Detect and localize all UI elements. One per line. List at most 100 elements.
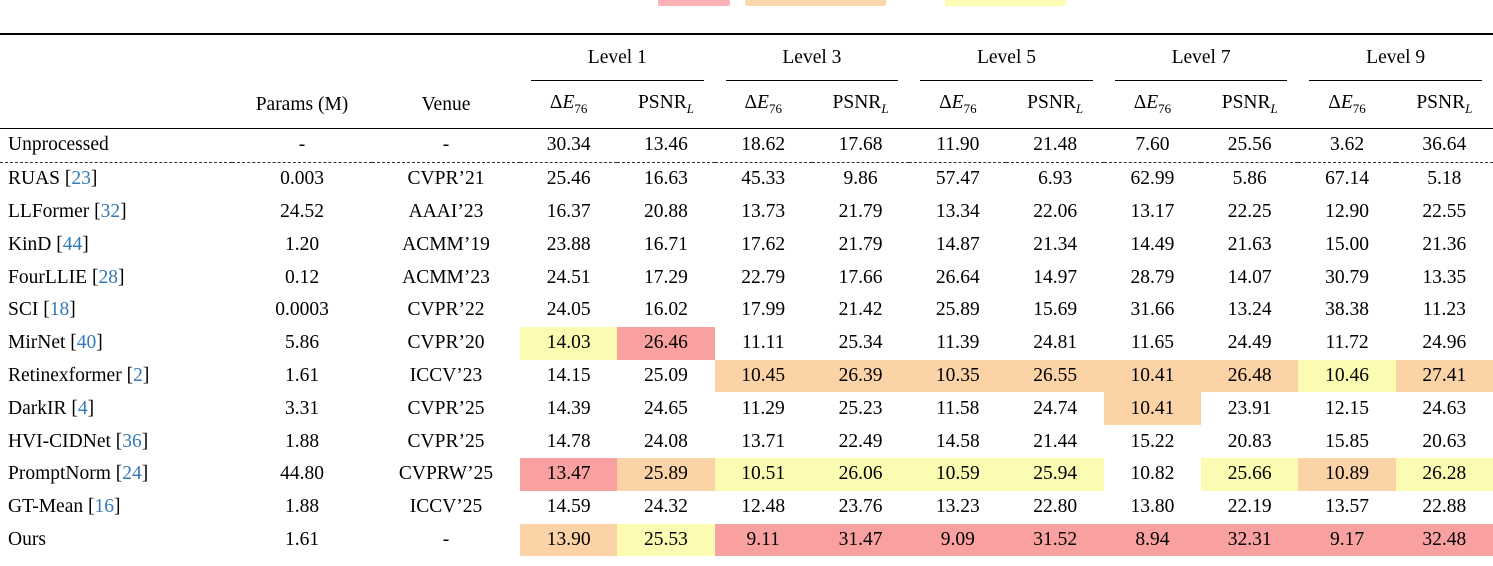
metric-base-label: E [562,92,575,114]
value-cell: 32.31 [1201,523,1299,557]
citation-link[interactable]: 40 [76,332,97,354]
value-cell: 32.48 [1395,523,1493,557]
table-row: HVI-CIDNet [36] 1.88 CVPR’25 14.78 24.08 13.7… [0,425,1493,458]
venue-column-header: Venue [372,81,520,129]
value-cell: 13.24 [1227,299,1272,321]
value-cell: 21.63 [1227,233,1272,255]
citation-link[interactable]: 2 [133,364,143,386]
citation-link[interactable]: 36 [122,430,142,452]
metric-subscript: L [1270,100,1278,116]
value-cell: 17.68 [811,128,910,163]
value-cell: 24.96 [1422,332,1467,354]
value-cell: 24.49 [1227,332,1272,354]
value-cell: 26.48 [1201,359,1299,393]
params-cell: 5.86 [284,332,320,354]
metric-base-label: E [757,92,769,114]
value-cell: 22.25 [1227,200,1272,222]
params-cell: 24.52 [280,200,324,222]
value-cell: 13.17 [1130,200,1175,222]
psnr-l-column-header: PSNRL [811,81,910,129]
venue-blank [372,34,520,81]
method-cell: GT-Mean [16] [8,496,121,518]
metric-base-label: E [1340,92,1353,114]
value-cell: 22.19 [1227,496,1272,518]
metric-base-label: E [1146,92,1159,114]
venue-cell: CVPRW’25 [398,463,494,485]
value-cell: 17.66 [838,266,883,288]
delta-e76-column-header: ΔE76 [520,81,618,129]
value-cell: 6.93 [1038,168,1073,190]
value-cell: 16.71 [644,233,688,255]
corner-blank [0,34,232,81]
citation-link[interactable]: 28 [98,266,118,288]
value-cell: 11.65 [1130,332,1174,354]
value-cell: 25.66 [1201,457,1299,491]
value-cell: 23.88 [546,233,591,255]
value-cell: 9.11 [714,523,812,557]
params-cell: 1.88 [284,430,320,452]
value-cell: 27.41 [1395,359,1493,393]
value-cell: 7.60 [1103,128,1202,163]
metric-subscript: L [1075,100,1084,116]
value-cell: 21.79 [838,233,883,255]
metric-subscript: L [1465,100,1473,116]
table-row: Ours 1.61 - 13.90 25.53 9.11 31.47 9.09 31.52 8.9… [0,523,1493,557]
value-cell: 30.34 [520,128,618,163]
level-header-5: Level 5 [909,34,1104,81]
value-cell: 15.69 [1033,299,1078,321]
metric-base-label: PSNR [1221,92,1271,114]
venue-cell: CVPR’20 [407,332,485,354]
citation-link[interactable]: 32 [100,200,121,222]
value-cell: 26.55 [1006,359,1104,393]
value-cell: 22.79 [741,266,786,288]
value-cell: 21.44 [1033,430,1078,452]
table-row: GT-Mean [16] 1.88 ICCV’25 14.59 24.32 12.48 23… [0,491,1493,524]
level-header-label: Level 7 [1171,47,1231,68]
value-cell: 20.88 [644,200,688,222]
value-cell: 24.08 [644,430,688,452]
value-cell: 22.06 [1033,200,1078,222]
method-cell: PromptNorm [24] [8,463,149,485]
value-cell: 24.81 [1033,332,1078,354]
venue-cell: - [442,528,450,550]
legend-swatch-yellow [945,0,1066,6]
value-cell: 10.46 [1298,359,1396,393]
value-cell: 17.99 [741,299,786,321]
value-cell: 10.41 [1103,392,1202,426]
citation-link[interactable]: 24 [122,463,142,485]
citation-link[interactable]: 18 [49,299,70,321]
value-cell: 20.63 [1422,430,1467,452]
value-cell: 12.48 [741,496,786,518]
venue-cell: - [372,128,520,163]
value-cell: 28.79 [1130,266,1175,288]
citation-link[interactable]: 23 [71,168,91,190]
psnr-l-column-header: PSNRL [1395,81,1493,129]
table-row: Unprocessed - -30.34 13.46 18.62 17.68 11.90 21… [0,128,1493,163]
value-cell: 25.89 [617,457,715,491]
value-cell: 13.46 [617,128,715,163]
value-cell: 31.47 [811,523,910,557]
value-cell: 21.34 [1033,233,1078,255]
value-cell: 24.74 [1033,397,1078,419]
method-cell: MirNet [40] [8,332,103,354]
value-cell: 26.06 [811,457,910,491]
value-cell: 15.85 [1325,430,1369,452]
value-cell: 10.35 [909,359,1007,393]
value-cell: 15.22 [1130,430,1175,452]
citation-link[interactable]: 4 [77,397,88,419]
benchmark-results-table: Level 1 Level 3 Level 5 Level 7 Level 9 Param… [0,33,1493,557]
value-cell: 13.90 [520,523,618,557]
value-cell: 21.42 [838,299,883,321]
value-cell: 67.14 [1325,168,1369,190]
value-cell: 10.82 [1130,463,1175,485]
citation-link[interactable]: 16 [94,496,114,518]
method-cell: Ours [8,528,46,550]
value-cell: 13.47 [520,457,618,491]
citation-link[interactable]: 44 [62,233,83,255]
level-header-1: Level 1 [520,34,715,81]
venue-cell: ICCV’25 [409,496,483,518]
value-cell: 25.46 [546,168,591,190]
value-cell: 13.35 [1422,266,1467,288]
value-cell: 22.49 [838,430,883,452]
